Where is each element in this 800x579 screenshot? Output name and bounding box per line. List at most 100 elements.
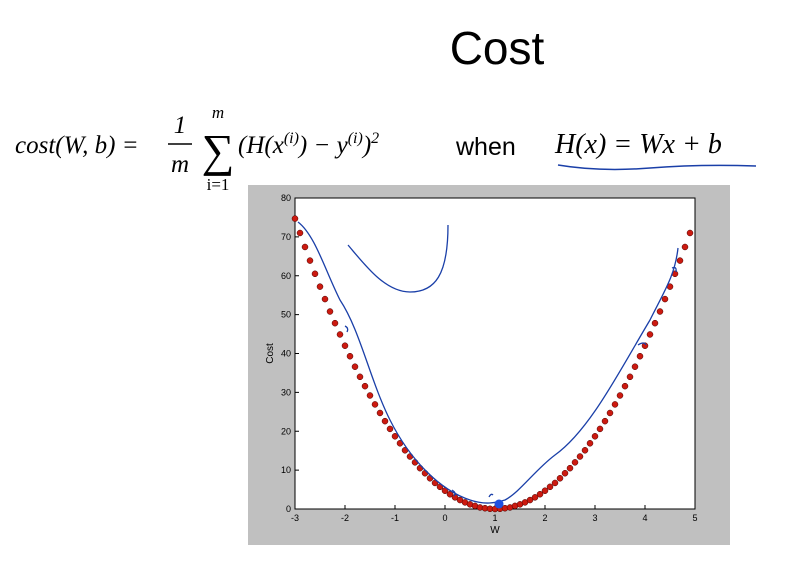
y-tick-label: 10 bbox=[281, 465, 291, 475]
formula-numerator: 1 bbox=[174, 112, 187, 139]
data-point bbox=[626, 373, 634, 381]
y-tick-label: 40 bbox=[281, 349, 291, 359]
handwriting bbox=[297, 221, 679, 504]
data-point bbox=[651, 319, 659, 327]
data-point bbox=[616, 392, 624, 399]
formula-denominator: m bbox=[171, 151, 189, 178]
data-point bbox=[596, 425, 604, 433]
data-point bbox=[336, 331, 344, 338]
sum-upper: m bbox=[212, 103, 224, 122]
data-point bbox=[676, 257, 684, 264]
data-point bbox=[591, 433, 599, 440]
handwritten-curve bbox=[347, 224, 449, 293]
x-tick-label: -1 bbox=[391, 513, 399, 523]
data-point bbox=[681, 243, 689, 251]
data-point bbox=[361, 382, 369, 390]
data-point bbox=[586, 440, 594, 447]
data-point bbox=[656, 308, 664, 315]
data-point bbox=[386, 425, 394, 433]
y-tick-label: 30 bbox=[281, 387, 291, 397]
x-tick-label: 0 bbox=[442, 513, 447, 523]
x-tick-label: 4 bbox=[642, 513, 647, 523]
formula-part: (H(x bbox=[238, 132, 284, 159]
sum-symbol: ∑ bbox=[202, 125, 235, 176]
data-point bbox=[371, 401, 379, 408]
data-point bbox=[546, 483, 554, 491]
data-point bbox=[346, 352, 354, 360]
handwritten-marks bbox=[344, 266, 677, 498]
data-point bbox=[536, 490, 544, 498]
data-point bbox=[421, 469, 429, 477]
plot-area bbox=[294, 197, 696, 510]
data-point bbox=[341, 342, 349, 349]
handwritten-curve bbox=[297, 221, 679, 504]
x-tick-label: 3 bbox=[592, 513, 597, 523]
formula-part: ) − y bbox=[297, 132, 349, 159]
y-tick-label: 50 bbox=[281, 310, 291, 320]
data-point bbox=[641, 342, 649, 349]
y-tick-label: 0 bbox=[286, 504, 291, 514]
formula-lhs: cost(W, b) = bbox=[15, 132, 139, 159]
data-point bbox=[566, 464, 574, 472]
x-tick-label: -2 bbox=[341, 513, 349, 523]
data-point bbox=[296, 229, 304, 237]
data-point bbox=[381, 417, 389, 425]
data-point bbox=[306, 257, 314, 264]
y-tick-label: 60 bbox=[281, 271, 291, 281]
x-tick-label: 5 bbox=[692, 513, 697, 523]
handwritten-underline bbox=[557, 164, 757, 171]
data-point bbox=[606, 409, 614, 417]
data-point bbox=[331, 319, 339, 327]
y-tick-label: 70 bbox=[281, 232, 291, 242]
hypothesis: H(x) = Wx + b bbox=[554, 129, 722, 160]
data-point bbox=[551, 479, 559, 487]
data-point bbox=[581, 447, 589, 454]
data-point bbox=[631, 363, 639, 370]
y-tick-label: 20 bbox=[281, 426, 291, 436]
data-point bbox=[301, 243, 309, 251]
x-axis-label: W bbox=[490, 525, 500, 536]
data-point bbox=[321, 295, 329, 303]
x-tick-label: 2 bbox=[542, 513, 547, 523]
x-tick-label: -3 bbox=[291, 513, 299, 523]
data-point bbox=[366, 392, 374, 399]
handwritten-dot bbox=[494, 499, 504, 509]
data-point bbox=[576, 453, 584, 460]
y-tick-label: 80 bbox=[281, 193, 291, 203]
slide-title: Cost bbox=[450, 22, 545, 74]
formula: cost(W, b) = 1 m m ∑ i=1 (H(x(i)) − y(i)… bbox=[15, 103, 379, 194]
data-point bbox=[636, 352, 644, 360]
sum-lower: i=1 bbox=[207, 175, 230, 194]
data-point bbox=[541, 487, 549, 494]
data-point bbox=[601, 417, 609, 425]
data-point bbox=[356, 373, 364, 381]
formula-part: ) bbox=[361, 132, 371, 159]
formula-part: (i) bbox=[284, 130, 299, 147]
y-axis-label: Cost bbox=[265, 343, 276, 364]
x-tick-label: 1 bbox=[492, 513, 497, 523]
data-point bbox=[291, 215, 299, 222]
data-point bbox=[531, 494, 539, 501]
data-point bbox=[686, 229, 694, 237]
formula-part: 2 bbox=[371, 130, 379, 147]
data-point bbox=[611, 401, 619, 408]
data-point bbox=[326, 308, 334, 315]
data-point bbox=[571, 459, 579, 466]
data-point bbox=[646, 331, 654, 338]
formula-part: (i) bbox=[348, 130, 363, 147]
data-point bbox=[351, 363, 359, 370]
data-point bbox=[621, 382, 629, 390]
data-point bbox=[561, 469, 569, 477]
connector: when bbox=[455, 133, 516, 161]
data-point bbox=[376, 409, 384, 417]
formula-body: (H(x(i)) − y(i))2 bbox=[238, 130, 379, 159]
data-point bbox=[526, 496, 534, 504]
data-point bbox=[316, 283, 324, 290]
data-point bbox=[661, 295, 669, 303]
data-point bbox=[556, 475, 564, 482]
data-point bbox=[391, 433, 399, 440]
data-point bbox=[311, 270, 319, 278]
